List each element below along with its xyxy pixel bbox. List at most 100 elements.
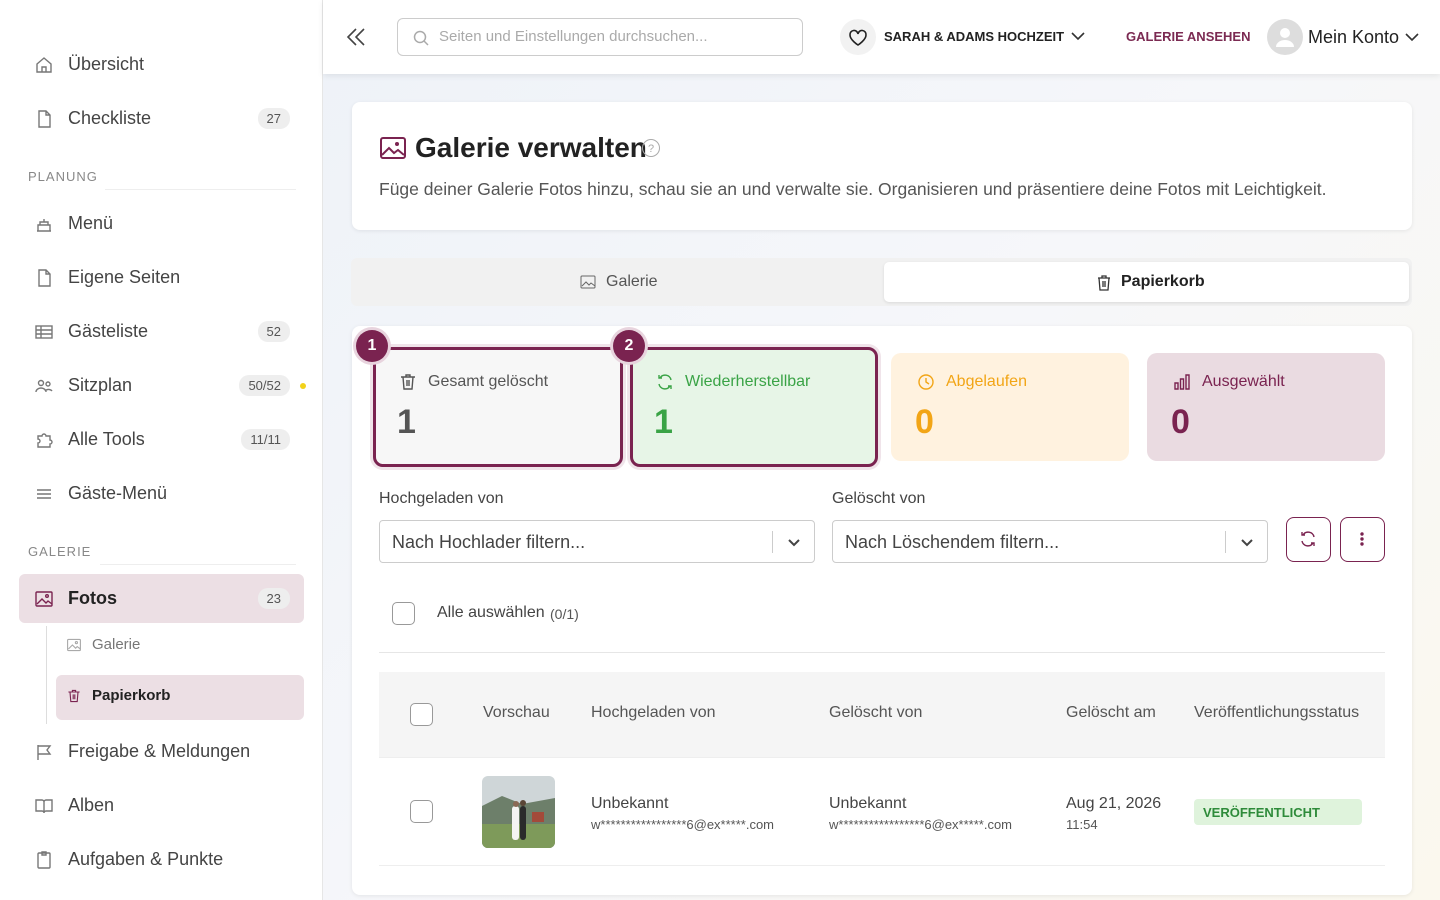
- nav-label: Menü: [68, 213, 114, 233]
- page-header-card: Galerie verwalten ? Füge deiner Galerie …: [352, 102, 1412, 230]
- avatar[interactable]: [1267, 19, 1303, 55]
- icon: [34, 376, 54, 396]
- nav-item[interactable]: Aufgaben & Punkte: [19, 835, 304, 885]
- cell-primary: Unbekannt: [829, 795, 907, 812]
- icon: [34, 55, 54, 75]
- chevron: [1405, 33, 1419, 42]
- chevron: [1071, 32, 1085, 41]
- top-bar: Seiten und Einstellungen durchsuchen... …: [323, 0, 1440, 74]
- cell-secondary: 11:54: [1066, 817, 1098, 832]
- filter-select[interactable]: Nach Hochlader filtern...: [379, 520, 815, 563]
- icon: [1172, 372, 1192, 392]
- search-box[interactable]: Seiten und Einstellungen durchsuchen...: [397, 18, 803, 56]
- page-title: Galerie verwalten: [415, 132, 647, 163]
- icon: [34, 268, 54, 288]
- nav-badge: 27: [257, 108, 290, 129]
- nav-item[interactable]: Alle Tools 11/11: [19, 415, 304, 465]
- row-divider: [379, 757, 1385, 758]
- nav-label: Freigabe & Meldungen: [68, 741, 251, 761]
- divider: [379, 652, 1385, 653]
- icon-button[interactable]: [1286, 517, 1331, 562]
- icon: [34, 850, 54, 870]
- icon-button[interactable]: [1340, 517, 1385, 562]
- checkbox[interactable]: [392, 602, 415, 625]
- icon: [34, 796, 54, 816]
- table-header: [379, 672, 1385, 757]
- nav-item[interactable]: Gäste-Menü: [19, 469, 304, 519]
- icon: [66, 637, 82, 653]
- icon: [784, 532, 804, 552]
- column-header: Veröffentlichungsstatus: [1194, 704, 1360, 721]
- cell-secondary: w*****************6@ex*****.com: [829, 817, 1013, 832]
- divider: [100, 564, 296, 565]
- search-placeholder: Seiten und Einstellungen durchsuchen...: [439, 28, 708, 45]
- icon: [66, 688, 82, 704]
- collapse-icon[interactable]: [345, 26, 367, 48]
- nav-badge: 50/52: [239, 375, 290, 396]
- nav-label: Fotos: [68, 587, 117, 608]
- stat-card[interactable]: Gesamt gelöscht 1: [373, 347, 623, 467]
- stat-label: Gesamt gelöscht: [428, 373, 549, 390]
- checkbox[interactable]: [410, 703, 433, 726]
- icon: [34, 589, 54, 609]
- tab-active[interactable]: Papierkorb: [884, 262, 1409, 302]
- nav-item[interactable]: Menü: [19, 199, 304, 249]
- nav-label: Aufgaben & Punkte: [68, 849, 224, 869]
- status-pill: VERÖFFENTLICHT: [1194, 799, 1362, 825]
- help-icon[interactable]: ?: [641, 138, 661, 158]
- nav-item[interactable]: Papierkorb: [56, 675, 304, 720]
- nav-item[interactable]: Sitzplan 50/52: [19, 361, 306, 411]
- stat-card[interactable]: Ausgewählt 0: [1147, 353, 1385, 461]
- filter-select[interactable]: Nach Löschendem filtern...: [832, 520, 1268, 563]
- cell-primary: Unbekannt: [591, 795, 669, 812]
- heart-icon: [840, 19, 876, 55]
- sidebar: Übersicht Checkliste 27 PLANUNG Menü Eigene S…: [0, 0, 323, 900]
- nav-item[interactable]: Galerie: [56, 625, 304, 669]
- stat-card[interactable]: Wiederherstellbar 1: [630, 347, 878, 467]
- nav-label: Alle Tools: [68, 429, 145, 449]
- step-badge: 2: [613, 330, 645, 362]
- nav-item[interactable]: Fotos 23: [19, 574, 304, 623]
- nav-item[interactable]: Freigabe & Meldungen: [19, 727, 304, 777]
- nav-item[interactable]: Gästeliste 52: [19, 307, 304, 357]
- stat-value: 0: [1171, 403, 1190, 441]
- stat-value: 0: [915, 403, 934, 441]
- view-gallery-link[interactable]: GALERIE ANSEHEN: [1126, 29, 1251, 44]
- stat-label: Ausgewählt: [1202, 373, 1285, 390]
- nav-item[interactable]: Eigene Seiten: [19, 253, 304, 303]
- cell-secondary: w*****************6@ex*****.com: [591, 817, 775, 832]
- icon: [34, 430, 54, 450]
- icon: [398, 372, 418, 392]
- event-selector[interactable]: SARAH & ADAMS HOCHZEIT: [884, 29, 1065, 44]
- nav-label: Alben: [68, 795, 115, 815]
- icon: [34, 484, 54, 504]
- column-header: Gelöscht von: [829, 704, 923, 721]
- search-icon: [413, 30, 429, 46]
- nav-label: Galerie: [92, 636, 141, 653]
- trash-panel: Gesamt gelöscht 1 1 Wiederherstellbar 1 2 Abge…: [352, 326, 1412, 895]
- tab[interactable]: Galerie: [351, 258, 882, 306]
- nav-badge: 23: [257, 587, 290, 609]
- stat-card[interactable]: Abgelaufen 0: [891, 353, 1129, 461]
- stat-value: 1: [654, 403, 673, 441]
- icon: [655, 372, 675, 392]
- icon: [34, 214, 54, 234]
- icon: [1352, 529, 1372, 549]
- nav-item[interactable]: Alben: [19, 781, 304, 831]
- icon: [34, 322, 54, 342]
- nav-item[interactable]: Übersicht: [19, 40, 304, 90]
- nav-label: Eigene Seiten: [68, 267, 181, 287]
- checkbox[interactable]: [410, 800, 433, 823]
- stat-label: Abgelaufen: [946, 373, 1027, 390]
- nav-item[interactable]: Checkliste 27: [19, 94, 304, 144]
- thumbnail[interactable]: [482, 776, 555, 848]
- nav-label: Sitzplan: [68, 375, 133, 395]
- section-heading: PLANUNG: [28, 169, 98, 184]
- cell-primary: Aug 21, 2026: [1066, 795, 1162, 812]
- tab-bar: Galerie Papierkorb: [351, 258, 1412, 306]
- nav-label: Gästeliste: [68, 321, 149, 341]
- filter-placeholder: Nach Löschendem filtern...: [845, 532, 1060, 552]
- account-menu[interactable]: Mein Konto: [1308, 27, 1400, 47]
- nav-label: Papierkorb: [92, 686, 171, 704]
- nav-label: Gäste-Menü: [68, 483, 168, 503]
